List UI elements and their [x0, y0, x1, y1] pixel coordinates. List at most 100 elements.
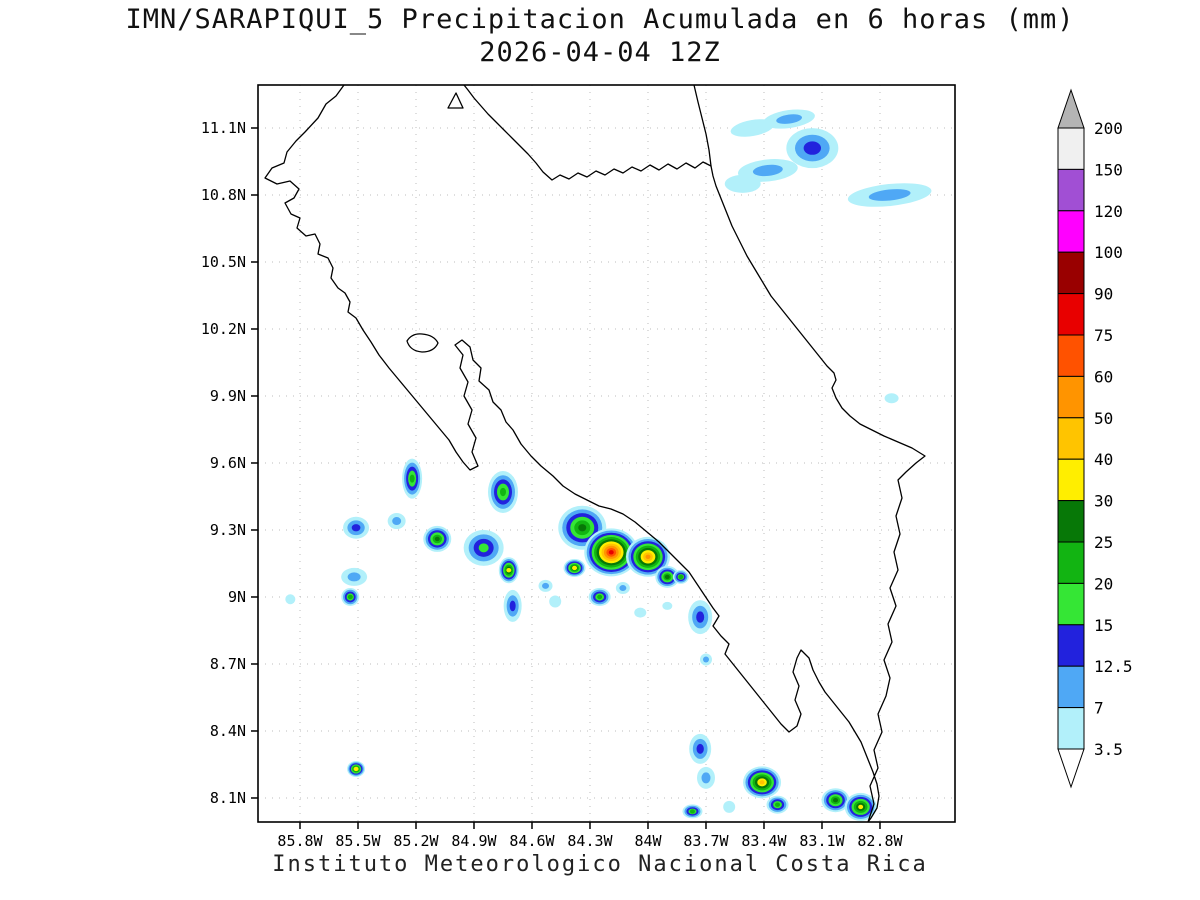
precip-contour	[868, 189, 911, 201]
precip-cell	[402, 458, 423, 499]
precip-contour	[634, 607, 647, 618]
colorbar-label: 200	[1094, 119, 1123, 138]
precip-contour	[549, 595, 562, 608]
precip-contour	[752, 164, 783, 177]
precip-cell	[347, 760, 366, 777]
precip-contour	[619, 585, 627, 592]
precip-contour	[724, 174, 761, 193]
precip-cell	[763, 109, 815, 129]
y-tick-label: 8.7N	[210, 655, 246, 673]
precip-contour	[351, 524, 361, 532]
colorbar-label: 100	[1094, 243, 1123, 262]
colorbar-label: 3.5	[1094, 740, 1123, 759]
precip-contour	[759, 780, 765, 785]
precip-cell	[699, 653, 712, 666]
colorbar-segment	[1057, 127, 1085, 170]
precip-cell	[584, 528, 639, 577]
precip-contour	[499, 487, 506, 497]
precip-contour	[723, 800, 736, 813]
precip-cell	[503, 589, 522, 622]
precip-contour	[858, 804, 864, 810]
colorbar-segment	[1057, 375, 1085, 419]
y-tick-label: 9.3N	[210, 521, 246, 539]
axis-label-layer: 85.8W 85.5W 85.2W 84.9W 84.6W 84.3W 84W 83.7W 83…	[201, 119, 904, 850]
y-tick-label: 8.1N	[210, 789, 246, 807]
colorbar-segment	[1057, 168, 1085, 212]
colorbar-segment	[1057, 417, 1085, 460]
colorbar-segment	[1057, 541, 1085, 584]
colorbar-label: 20	[1094, 574, 1113, 593]
precip-contour	[833, 798, 839, 803]
x-tick-label: 83.1W	[799, 832, 845, 850]
precip-cell	[285, 594, 296, 605]
colorbar-segment	[1057, 210, 1085, 253]
precip-contour	[678, 574, 684, 580]
colorbar-label: 15	[1094, 616, 1113, 635]
colorbar-label: 150	[1094, 160, 1123, 179]
colorbar-label: 50	[1094, 409, 1113, 428]
x-tick-label: 85.2W	[393, 832, 439, 850]
precipitation-layer	[285, 109, 932, 821]
colorbar-segment	[1057, 251, 1085, 295]
colorbar-arrow-down	[1057, 748, 1085, 789]
plot-frame	[257, 84, 956, 823]
precip-contour	[347, 594, 353, 600]
precip-cell	[730, 119, 775, 137]
precip-contour	[701, 772, 711, 784]
precip-contour	[662, 601, 673, 610]
chart-title: IMN/SARAPIQUI_5 Precipitacion Acumulada …	[125, 4, 1075, 35]
precip-contour	[509, 600, 516, 612]
precip-cell	[766, 795, 789, 814]
colorbar-segment	[1057, 582, 1085, 626]
precip-cell	[498, 557, 519, 584]
colorbar-label: 90	[1094, 285, 1113, 304]
precip-cell	[724, 174, 761, 193]
nicaragua-border-line	[463, 85, 712, 181]
precip-cell	[423, 525, 452, 552]
colorbar-label: 30	[1094, 492, 1113, 511]
precip-contour	[434, 536, 440, 542]
precip-contour	[696, 743, 704, 754]
precip-cell	[738, 159, 798, 182]
precip-contour	[478, 543, 489, 553]
colorbar-label: 25	[1094, 533, 1113, 552]
x-tick-label: 83.7W	[683, 832, 729, 850]
precip-contour	[884, 393, 899, 404]
precip-cell	[538, 579, 553, 592]
precip-cell	[696, 766, 715, 789]
x-tick-label: 82.8W	[857, 832, 903, 850]
chart-subtitle-datetime: 2026-04-04 12Z	[479, 37, 721, 68]
precip-cell	[655, 565, 680, 588]
colorbar-label: 12.5	[1094, 657, 1133, 676]
precip-contour	[578, 524, 587, 532]
precip-cell	[634, 607, 647, 618]
precip-contour	[803, 141, 821, 155]
precip-contour	[696, 611, 705, 623]
precip-contour	[608, 550, 614, 555]
precip-cell	[625, 536, 670, 577]
colorbar-segment	[1057, 293, 1085, 336]
precip-cell	[844, 792, 877, 821]
precip-cell	[343, 516, 370, 539]
precip-contour	[353, 766, 359, 772]
precip-cell	[487, 471, 518, 514]
precip-cell	[723, 800, 736, 813]
colorbar-label: 75	[1094, 326, 1113, 345]
x-tick-label: 84.9W	[451, 832, 497, 850]
precip-contour	[347, 572, 361, 582]
colorbar-segment	[1057, 458, 1085, 502]
precip-cell	[682, 804, 703, 819]
colorbar-arrow-up	[1057, 88, 1085, 129]
x-tick-label: 85.8W	[277, 832, 323, 850]
costa-rica-coastline	[264, 85, 926, 822]
y-tick-label: 8.4N	[210, 722, 246, 740]
precip-cell	[341, 567, 368, 586]
x-tick-label: 84.3W	[567, 832, 613, 850]
y-tick-label: 10.2N	[201, 320, 246, 338]
x-tick-label: 84.6W	[509, 832, 555, 850]
colorbar-segment	[1057, 500, 1085, 543]
source-caption: Instituto Meteorologico Nacional Costa R…	[272, 852, 928, 877]
precip-cell	[743, 766, 782, 799]
